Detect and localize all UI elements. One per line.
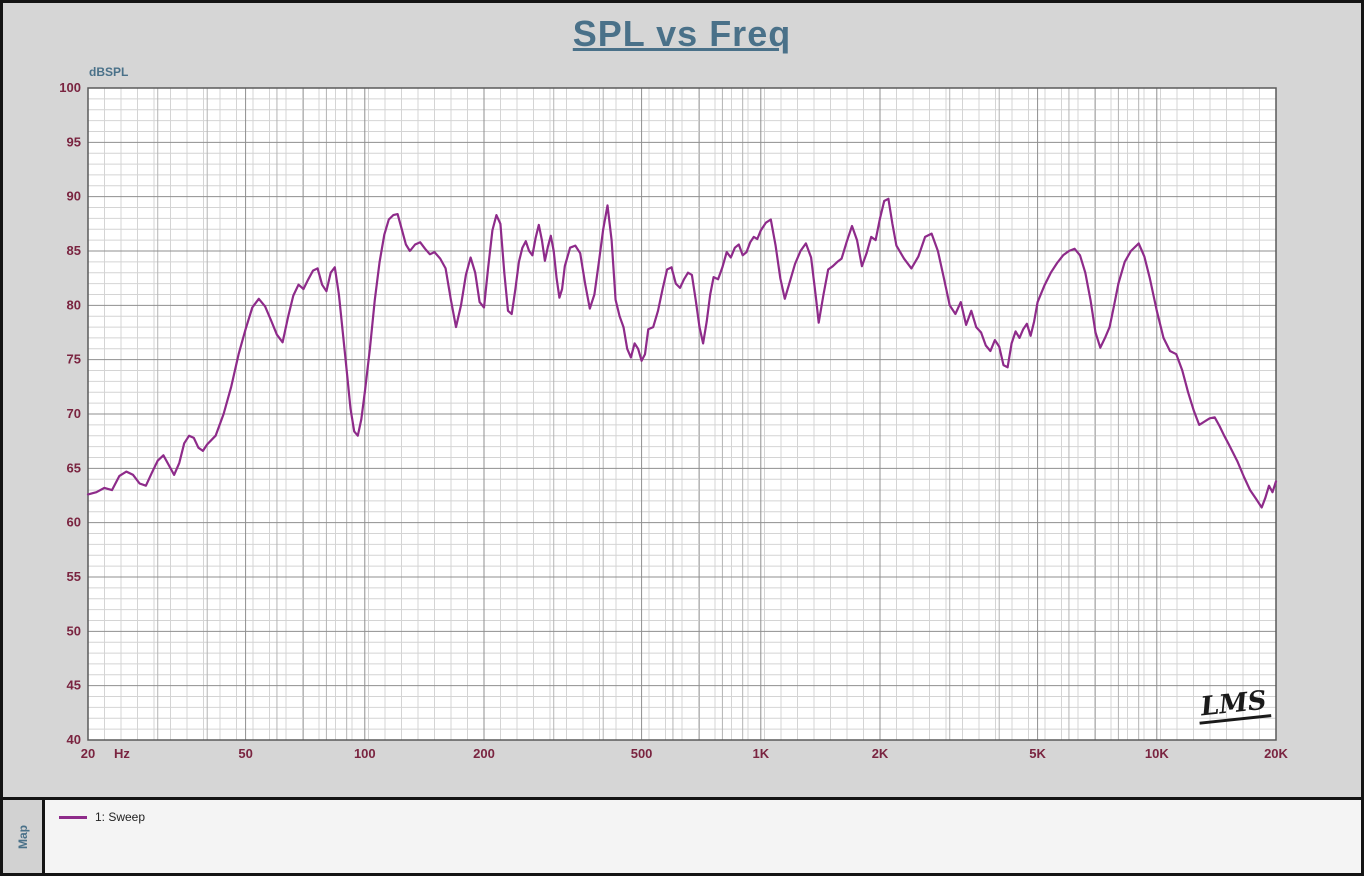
svg-text:100: 100 (59, 80, 81, 95)
svg-text:95: 95 (67, 134, 81, 149)
legend-item-sweep[interactable]: 1: Sweep (59, 810, 145, 824)
svg-text:5K: 5K (1029, 746, 1046, 761)
plot-border (87, 87, 1277, 741)
legend-line-swatch (59, 815, 87, 819)
chart-title: SPL vs Freq (572, 13, 792, 54)
svg-text:100: 100 (354, 746, 376, 761)
y-axis-unit-label: dBSPL (89, 65, 129, 79)
svg-text:10K: 10K (1145, 746, 1169, 761)
svg-text:60: 60 (67, 515, 81, 530)
svg-text:45: 45 (67, 678, 81, 693)
legend-item-label: 1: Sweep (95, 810, 146, 824)
x-axis-tick-labels: 20 50 100 200 500 1K 2K 5K 10K 20K Hz (81, 746, 1289, 761)
legend-panel: Map 1: Sweep (3, 800, 1361, 873)
chart-area: SPL vs Freq dBSPL 100 95 90 85 80 75 70 65 60 55 5… (3, 3, 1361, 797)
svg-text:1K: 1K (752, 746, 769, 761)
svg-text:75: 75 (67, 352, 81, 367)
y-axis-tick-labels: 100 95 90 85 80 75 70 65 60 55 50 45 40 (59, 80, 81, 747)
section-divider (3, 797, 1361, 800)
svg-text:40: 40 (67, 732, 81, 747)
svg-text:65: 65 (67, 460, 81, 475)
svg-text:50: 50 (238, 746, 252, 761)
svg-text:20K: 20K (1264, 746, 1288, 761)
svg-text:Hz: Hz (114, 746, 130, 761)
svg-text:85: 85 (67, 243, 81, 258)
map-tab-label: Map (15, 824, 30, 849)
svg-text:200: 200 (473, 746, 495, 761)
svg-text:500: 500 (631, 746, 653, 761)
svg-text:55: 55 (67, 569, 81, 584)
svg-text:20: 20 (81, 746, 95, 761)
svg-text:90: 90 (67, 189, 81, 204)
svg-text:50: 50 (67, 623, 81, 638)
svg-text:80: 80 (67, 297, 81, 312)
svg-text:70: 70 (67, 406, 81, 421)
legend-area: 1: Sweep (45, 800, 1361, 873)
sweep-curve (86, 197, 1278, 509)
svg-text:2K: 2K (872, 746, 889, 761)
map-tab[interactable]: Map (3, 800, 45, 873)
